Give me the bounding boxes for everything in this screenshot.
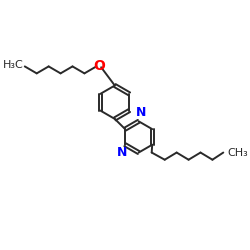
Text: CH₃: CH₃: [228, 148, 248, 158]
Text: N: N: [117, 146, 128, 160]
Text: N: N: [136, 106, 146, 119]
Text: H₃C: H₃C: [2, 60, 23, 70]
Text: O: O: [93, 58, 105, 72]
